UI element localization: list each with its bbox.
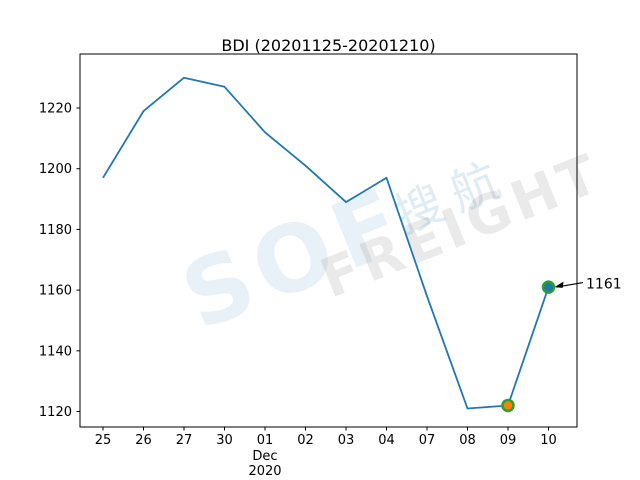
axes-spines [79, 53, 578, 428]
x-tick-label: 08 [459, 433, 476, 448]
y-tick-label: 1200 [39, 162, 72, 177]
x-period-label: 2020 [248, 464, 281, 479]
y-tick-label: 1160 [39, 284, 72, 299]
y-tick-label: 1180 [39, 223, 72, 238]
y-tick-label: 1140 [39, 344, 72, 359]
x-tick-label: 03 [338, 433, 355, 448]
chart-title: BDI (20201125-20201210) [221, 36, 436, 55]
highlight-marker [541, 280, 556, 294]
x-tick-label: 30 [216, 433, 233, 448]
x-tick-label: 09 [500, 433, 517, 448]
x-tick-label: 10 [540, 433, 557, 448]
x-tick-label: 27 [176, 433, 193, 448]
x-tick-label: 25 [95, 433, 112, 448]
x-tick-label: 04 [378, 433, 395, 448]
annotation-arrow-head [554, 281, 564, 288]
highlight-marker [501, 398, 515, 413]
bdi-line-series [102, 76, 550, 410]
y-tick-label: 1220 [39, 102, 72, 117]
x-tick-label: 02 [297, 433, 314, 448]
x-tick-label: 26 [135, 433, 152, 448]
x-period-label: Dec [252, 449, 277, 464]
x-tick-label: 01 [257, 433, 274, 448]
x-tick-label: 07 [419, 433, 436, 448]
y-tick-label: 1120 [39, 405, 72, 420]
annotation-value-label: 1161 [586, 277, 622, 293]
